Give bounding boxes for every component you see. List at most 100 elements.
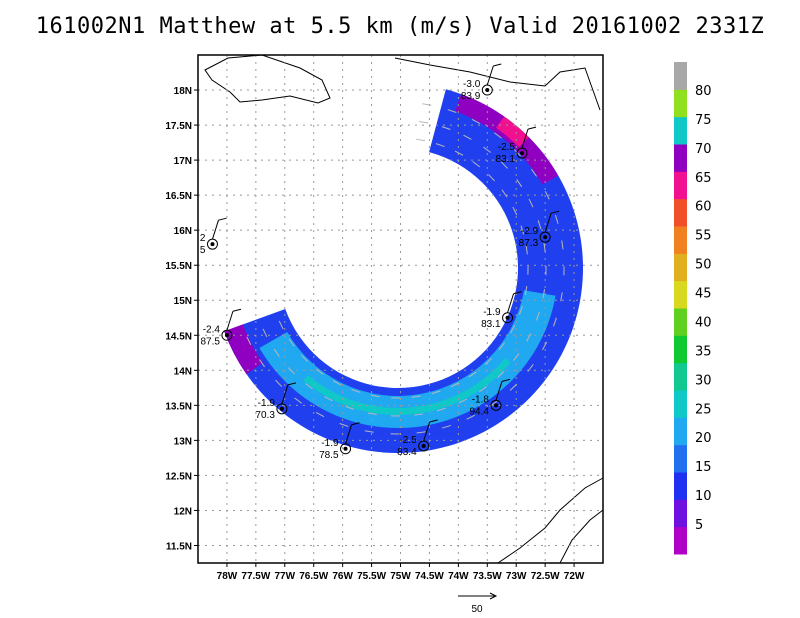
station-height-change: -1.9 <box>258 398 276 409</box>
wind-vector <box>364 430 374 433</box>
lon-tick-label: 77W <box>275 571 296 582</box>
wind-vector <box>419 120 429 124</box>
wind-vector <box>301 354 308 362</box>
colorbar-segment <box>674 444 687 473</box>
wind-vector <box>498 342 505 351</box>
wind-barb-flag-icon <box>551 210 560 214</box>
colorbar-label: 55 <box>695 229 712 244</box>
wind-vector <box>324 396 333 402</box>
station-rh-value: 87.3 <box>519 238 539 249</box>
colorbar-label: 45 <box>695 287 712 302</box>
wind-vector <box>494 132 502 139</box>
wind-vector <box>543 242 546 252</box>
wind-barb-flag-icon <box>513 291 522 295</box>
lat-tick-label: 15.5N <box>165 261 192 272</box>
lon-tick-label: 72.5W <box>531 571 560 582</box>
wind-vector <box>478 386 487 393</box>
wind-vector <box>288 367 296 375</box>
wind-vector <box>315 412 325 418</box>
wind-vector <box>414 413 424 416</box>
wind-vector <box>520 225 525 235</box>
lon-tick-label: 73.5W <box>473 571 502 582</box>
colorbar-segment <box>674 280 687 309</box>
colorbar-segment <box>674 390 687 418</box>
station-rh-value: 5 <box>200 245 206 256</box>
wind-vector <box>516 179 523 188</box>
lon-tick-label: 74W <box>448 571 469 582</box>
wind-vector <box>528 198 534 208</box>
wind-vector <box>436 407 446 412</box>
wind-vector <box>497 370 505 378</box>
station-height-change: -2.5 <box>498 142 516 153</box>
wind-vector <box>367 412 377 416</box>
station-center-icon <box>343 446 348 451</box>
colorbar-label: 5 <box>695 518 703 533</box>
wind-vector <box>262 328 268 338</box>
colorbar-segment <box>674 89 687 118</box>
coastline <box>204 54 604 564</box>
station-height-change: -2.4 <box>203 324 221 335</box>
arrow-head-icon <box>489 592 498 600</box>
colorbar-label: 10 <box>695 489 712 504</box>
station-center-icon <box>543 235 548 240</box>
wind-barb-icon <box>495 381 503 401</box>
station-center-icon <box>485 88 490 93</box>
colorbar-label: 60 <box>695 200 712 215</box>
wind-vector <box>484 358 492 365</box>
wind-vector <box>288 338 295 347</box>
lat-tick-label: 13.5N <box>165 401 192 412</box>
station-rh-value: 94.4 <box>469 406 489 417</box>
wind-barb-icon <box>521 128 529 149</box>
lon-tick-label: 76.5W <box>299 571 328 582</box>
colorbar-segment <box>674 144 687 172</box>
wind-vector <box>339 423 349 427</box>
wind-barb-flag-icon <box>501 378 511 382</box>
colorbar-label: 65 <box>695 171 712 186</box>
plot-title: 161002N1 Matthew at 5.5 km (m/s) Valid 2… <box>35 14 765 39</box>
colorbar-label: 50 <box>695 258 712 273</box>
wind-vector <box>411 395 421 398</box>
colorbar-segment <box>674 171 687 200</box>
wind-vector <box>422 103 432 106</box>
colorbar-label: 35 <box>695 344 712 359</box>
wind-vector <box>542 289 546 299</box>
swath-band-70b <box>224 324 263 375</box>
wind-barb-icon <box>544 213 552 233</box>
coastline-hispaniola <box>394 57 601 111</box>
swath-band-20 <box>303 357 511 415</box>
station-marker: -2.583.4 <box>397 419 438 458</box>
colorbar-segment <box>674 362 687 391</box>
wind-vector <box>510 324 516 334</box>
wind-vector <box>416 431 426 434</box>
wind-barb-icon <box>226 311 234 331</box>
wind-vector <box>273 348 280 357</box>
wind-vector <box>458 398 468 404</box>
wind-barb-icon <box>486 65 494 86</box>
wind-vector <box>315 368 324 375</box>
wind-vector <box>370 394 380 398</box>
swath-band-65 <box>496 116 529 148</box>
station-rh-value: 83.9 <box>461 91 481 102</box>
wind-vector <box>278 320 284 330</box>
wind-vector <box>527 364 534 372</box>
wind-barb-flag-icon <box>429 419 438 423</box>
station-marker: -1.983.1 <box>481 291 522 330</box>
station-height-change: 2 <box>200 233 206 244</box>
lat-tick-label: 12.5N <box>165 471 192 482</box>
wind-barb-icon <box>281 384 289 404</box>
wind-vector <box>513 353 520 361</box>
wind-vector <box>468 371 477 378</box>
station-marker: -1.978.5 <box>319 422 360 461</box>
vector-scale-label: 50 <box>471 604 483 615</box>
lat-tick-label: 14.5N <box>165 331 192 342</box>
wind-barb-flag-icon <box>232 308 242 312</box>
wind-vector <box>431 390 441 395</box>
longitude-tick-labels: 78W 77.5W 77W 76.5W 76W 75.5W 75W 74.5W 74W 73.5W… <box>217 563 585 582</box>
colorbar-label: 15 <box>695 460 712 475</box>
wind-vector <box>246 336 252 346</box>
station-marker: -2.583.1 <box>496 126 537 165</box>
wind-vectors <box>246 103 565 435</box>
station-marker: -3.083.9 <box>461 63 502 102</box>
lat-tick-label: 13N <box>174 436 192 447</box>
